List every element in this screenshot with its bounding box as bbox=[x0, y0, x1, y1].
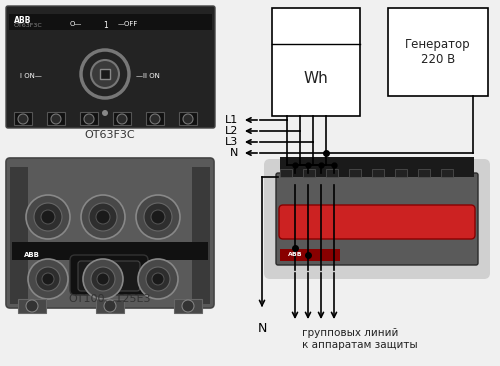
Bar bbox=[388, 8, 488, 96]
Bar bbox=[47, 112, 65, 125]
Bar bbox=[14, 112, 32, 125]
Circle shape bbox=[117, 114, 127, 124]
Circle shape bbox=[102, 110, 108, 116]
Bar bbox=[179, 112, 197, 125]
Bar bbox=[146, 112, 164, 125]
Circle shape bbox=[144, 203, 172, 231]
Circle shape bbox=[136, 195, 180, 239]
Circle shape bbox=[51, 114, 61, 124]
Circle shape bbox=[183, 114, 193, 124]
Bar bbox=[12, 242, 208, 260]
Text: Wh: Wh bbox=[304, 71, 328, 86]
Bar bbox=[96, 299, 124, 313]
Bar bbox=[303, 165, 315, 173]
Circle shape bbox=[150, 114, 160, 124]
Text: —II ON: —II ON bbox=[136, 73, 160, 79]
Circle shape bbox=[81, 195, 125, 239]
Circle shape bbox=[26, 195, 70, 239]
Circle shape bbox=[138, 259, 178, 299]
Text: OT63F3C: OT63F3C bbox=[84, 130, 136, 140]
Text: L3: L3 bbox=[225, 137, 238, 147]
Text: L1: L1 bbox=[225, 115, 238, 125]
Bar bbox=[372, 165, 384, 173]
Circle shape bbox=[91, 267, 115, 291]
Circle shape bbox=[41, 210, 55, 224]
Text: OT63F3C: OT63F3C bbox=[14, 23, 43, 28]
Bar bbox=[80, 112, 98, 125]
FancyBboxPatch shape bbox=[264, 159, 490, 279]
Bar bbox=[192, 167, 210, 304]
Text: OT100...125E3: OT100...125E3 bbox=[69, 294, 151, 304]
Bar bbox=[113, 112, 131, 125]
Bar bbox=[326, 169, 338, 177]
Bar bbox=[418, 165, 430, 173]
Text: 1: 1 bbox=[103, 21, 108, 30]
FancyBboxPatch shape bbox=[6, 158, 214, 308]
Circle shape bbox=[42, 273, 54, 285]
FancyBboxPatch shape bbox=[276, 173, 478, 265]
Circle shape bbox=[28, 259, 68, 299]
Bar bbox=[280, 157, 474, 177]
Circle shape bbox=[89, 203, 117, 231]
Text: L2: L2 bbox=[224, 126, 238, 136]
Circle shape bbox=[97, 273, 109, 285]
Circle shape bbox=[96, 210, 110, 224]
Bar bbox=[349, 169, 361, 177]
Circle shape bbox=[152, 273, 164, 285]
FancyBboxPatch shape bbox=[70, 255, 148, 295]
Bar bbox=[280, 165, 292, 173]
Text: N: N bbox=[258, 322, 266, 335]
Text: Генератор
220 В: Генератор 220 В bbox=[405, 38, 471, 66]
Circle shape bbox=[84, 114, 94, 124]
Bar bbox=[280, 159, 474, 177]
Bar bbox=[395, 165, 407, 173]
Text: ABB: ABB bbox=[288, 253, 302, 258]
Bar bbox=[9, 14, 212, 30]
Circle shape bbox=[36, 267, 60, 291]
Bar bbox=[372, 169, 384, 177]
Bar bbox=[418, 169, 430, 177]
Bar bbox=[100, 69, 110, 79]
Bar bbox=[10, 167, 28, 304]
Circle shape bbox=[104, 300, 116, 312]
FancyBboxPatch shape bbox=[6, 6, 215, 128]
Bar bbox=[441, 169, 453, 177]
FancyBboxPatch shape bbox=[78, 261, 140, 291]
Text: групповых линий: групповых линий bbox=[302, 328, 398, 338]
Text: к аппаратам защиты: к аппаратам защиты bbox=[302, 340, 418, 350]
Circle shape bbox=[151, 210, 165, 224]
Bar bbox=[349, 165, 361, 173]
Circle shape bbox=[34, 203, 62, 231]
Circle shape bbox=[18, 114, 28, 124]
Text: I ON—: I ON— bbox=[20, 73, 42, 79]
Bar bbox=[280, 169, 292, 177]
Text: ABB: ABB bbox=[24, 252, 40, 258]
Circle shape bbox=[146, 267, 170, 291]
Bar bbox=[395, 169, 407, 177]
Bar bbox=[174, 299, 202, 313]
Circle shape bbox=[182, 300, 194, 312]
FancyBboxPatch shape bbox=[279, 205, 475, 239]
Text: —OFF: —OFF bbox=[118, 21, 139, 27]
Text: ABB: ABB bbox=[14, 16, 32, 25]
Bar bbox=[303, 169, 315, 177]
Circle shape bbox=[83, 259, 123, 299]
Text: N: N bbox=[230, 148, 238, 158]
Bar bbox=[280, 249, 340, 261]
Text: O—: O— bbox=[70, 21, 82, 27]
Bar bbox=[272, 8, 360, 116]
Bar bbox=[441, 165, 453, 173]
Circle shape bbox=[91, 60, 119, 88]
Circle shape bbox=[26, 300, 38, 312]
Bar bbox=[326, 165, 338, 173]
Bar bbox=[18, 299, 46, 313]
